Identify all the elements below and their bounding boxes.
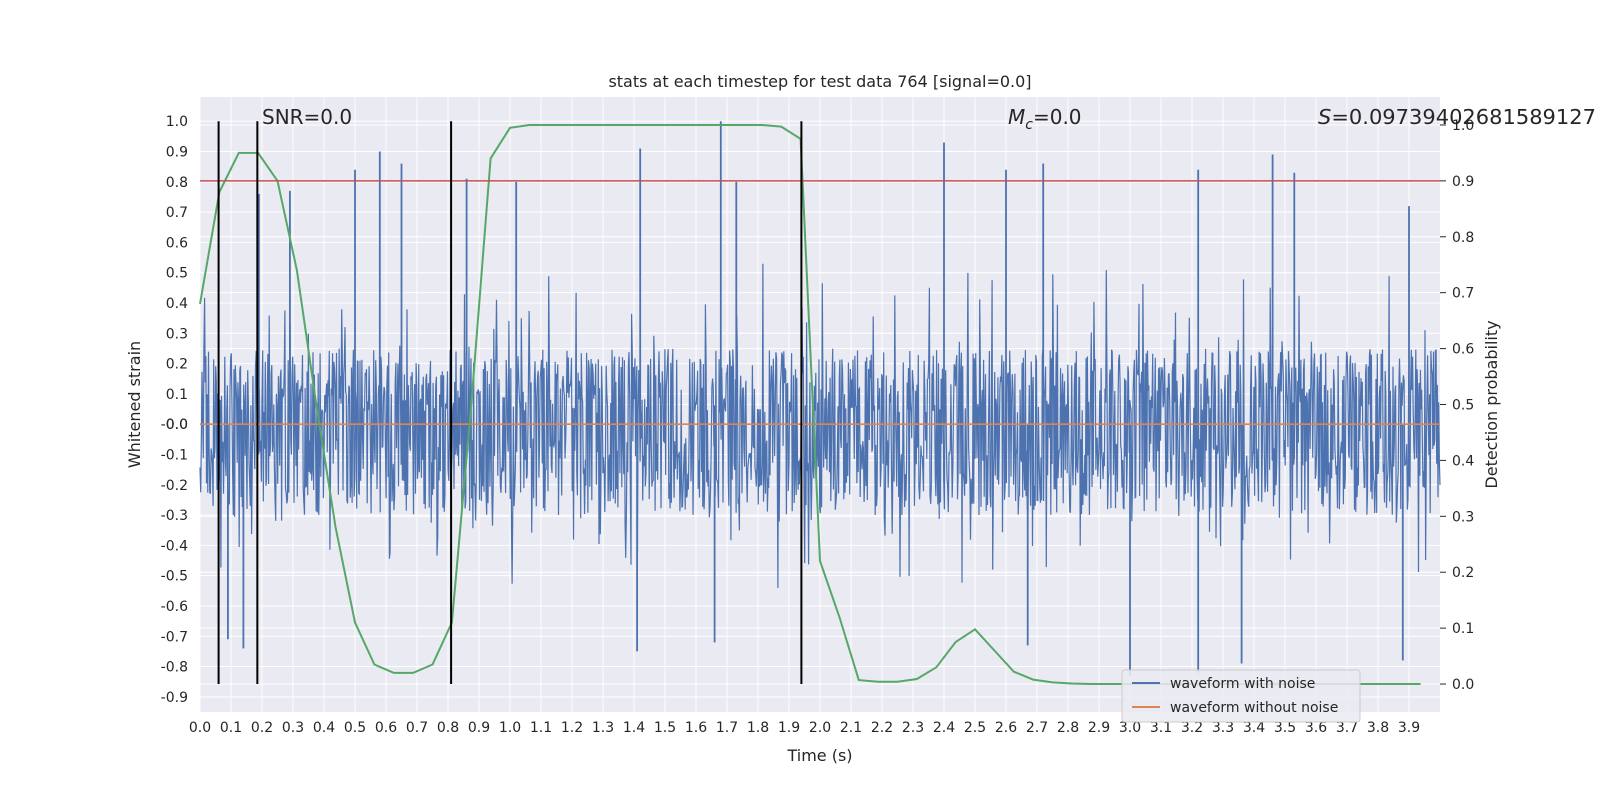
x-tick-label: 0.8: [437, 720, 459, 736]
s-annotation: S=0.09739402681589127: [1318, 105, 1596, 129]
x-tick-label: 0.9: [468, 720, 490, 736]
right-axis-ticks: 1.0 0.9 0.8 0.7 0.6 0.5 0.4 0.3 0.2 0.1 0.0: [1440, 118, 1474, 693]
x-tick-label: 0.2: [251, 720, 273, 736]
x-tick-label: 3.6: [1305, 720, 1327, 736]
x-axis-ticks: 0.0 0.1 0.2 0.3 0.4 0.5 0.6 0.7 0.8 0.9 1.0 1.1 1.2 1…: [189, 720, 1420, 736]
x-tick-label: 3.1: [1150, 720, 1172, 736]
vertical-markers: [217, 121, 803, 685]
x-tick-label: 0.1: [220, 720, 242, 736]
legend-box: [1121, 669, 1361, 723]
y-tick-label: -0.1: [161, 447, 188, 463]
right-tick-label: 0.5: [1452, 398, 1474, 414]
right-tick-label: 0.0: [1452, 677, 1474, 693]
mc-subscript: c: [1025, 117, 1033, 133]
y-tick-label: 0.2: [166, 357, 188, 373]
y-tick-label: 0.6: [166, 235, 188, 251]
y-tick-label: -0.3: [161, 508, 188, 524]
right-tick-label: 0.1: [1452, 621, 1474, 637]
y-tick-label: -0.0: [161, 417, 188, 433]
x-tick-label: 3.2: [1181, 720, 1203, 736]
y-tick-label: -0.9: [161, 690, 188, 706]
x-tick-label: 1.0: [499, 720, 521, 736]
x-tick-label: 2.3: [902, 720, 924, 736]
x-tick-label: 1.7: [716, 720, 738, 736]
x-tick-label: 1.3: [592, 720, 614, 736]
y-tick-label: 1.0: [166, 114, 188, 130]
x-tick-label: 2.9: [1088, 720, 1110, 736]
x-tick-label: 2.5: [964, 720, 986, 736]
y-tick-label: -0.8: [161, 660, 188, 676]
right-tick-label: 0.7: [1452, 286, 1474, 302]
y-axis-ticks: 1.0 0.9 0.8 0.7 0.6 0.5 0.4 0.3 0.2 0.1 0.0-0.0 -0.…: [161, 114, 188, 706]
y-tick-label: 0.0: [166, 417, 188, 433]
right-axis-label: Detection probability: [1482, 320, 1501, 488]
legend-label-with-noise: waveform with noise: [1170, 676, 1315, 692]
x-tick-label: 3.0: [1119, 720, 1141, 736]
x-tick-label: 3.9: [1398, 720, 1420, 736]
x-tick-label: 0.5: [344, 720, 366, 736]
chart-title: stats at each timestep for test data 764…: [608, 72, 1031, 91]
right-tick-label: 0.9: [1452, 174, 1474, 190]
y-tick-label: -0.2: [161, 478, 188, 494]
snr-annotation: SNR=0.0: [262, 105, 352, 129]
x-tick-label: 2.1: [840, 720, 862, 736]
legend: waveform with noise waveform without noi…: [1121, 669, 1361, 723]
x-tick-label: 1.8: [747, 720, 769, 736]
y-tick-label: 0.4: [166, 296, 188, 312]
x-tick-label: 1.1: [530, 720, 552, 736]
x-tick-label: 2.0: [809, 720, 831, 736]
y-tick-label: 0.5: [166, 266, 188, 282]
y-tick-label: 0.8: [166, 175, 188, 191]
x-tick-label: 0.0: [189, 720, 211, 736]
chirp-mass-annotation: Mc=0.0: [1008, 105, 1082, 133]
x-axis-label: Time (s): [786, 746, 852, 765]
y-axis-label: Whitened strain: [125, 341, 144, 468]
right-tick-label: 0.4: [1452, 453, 1474, 469]
x-tick-label: 1.4: [623, 720, 645, 736]
right-tick-label: 0.8: [1452, 230, 1474, 246]
y-tick-label: -0.6: [161, 599, 188, 615]
x-tick-label: 0.7: [406, 720, 428, 736]
mc-symbol: M: [1008, 105, 1025, 129]
x-tick-label: 3.7: [1336, 720, 1358, 736]
x-tick-label: 1.9: [778, 720, 800, 736]
right-tick-label: 0.2: [1452, 565, 1474, 581]
y-tick-label: -0.7: [161, 629, 188, 645]
x-tick-label: 2.7: [1026, 720, 1048, 736]
x-tick-label: 2.2: [871, 720, 893, 736]
x-tick-label: 3.4: [1243, 720, 1265, 736]
s-value: =0.09739402681589127: [1331, 105, 1596, 129]
x-tick-label: 3.8: [1367, 720, 1389, 736]
y-tick-label: 0.7: [166, 205, 188, 221]
x-tick-label: 1.6: [685, 720, 707, 736]
x-tick-label: 0.6: [375, 720, 397, 736]
x-tick-label: 2.6: [995, 720, 1017, 736]
s-symbol: S: [1318, 105, 1332, 129]
mc-value: =0.0: [1033, 105, 1082, 129]
x-tick-label: 1.5: [654, 720, 676, 736]
right-tick-label: 0.6: [1452, 342, 1474, 358]
y-tick-label: -0.5: [161, 569, 188, 585]
x-tick-label: 0.4: [313, 720, 335, 736]
right-tick-label: 0.3: [1452, 509, 1474, 525]
y-tick-label: 0.3: [166, 326, 188, 342]
x-tick-label: 3.3: [1212, 720, 1234, 736]
x-tick-label: 0.3: [282, 720, 304, 736]
right-tick-label: 1.0: [1452, 118, 1474, 134]
x-tick-label: 2.8: [1057, 720, 1079, 736]
series-waveform-with-noise: [199, 121, 1441, 676]
legend-label-without-noise: waveform without noise: [1170, 700, 1338, 716]
y-tick-label: 0.9: [166, 145, 188, 161]
x-tick-label: 1.2: [561, 720, 583, 736]
x-tick-label: 3.5: [1274, 720, 1296, 736]
y-tick-label: 0.1: [166, 387, 188, 403]
x-tick-label: 2.4: [933, 720, 955, 736]
y-tick-label: -0.4: [161, 538, 188, 554]
